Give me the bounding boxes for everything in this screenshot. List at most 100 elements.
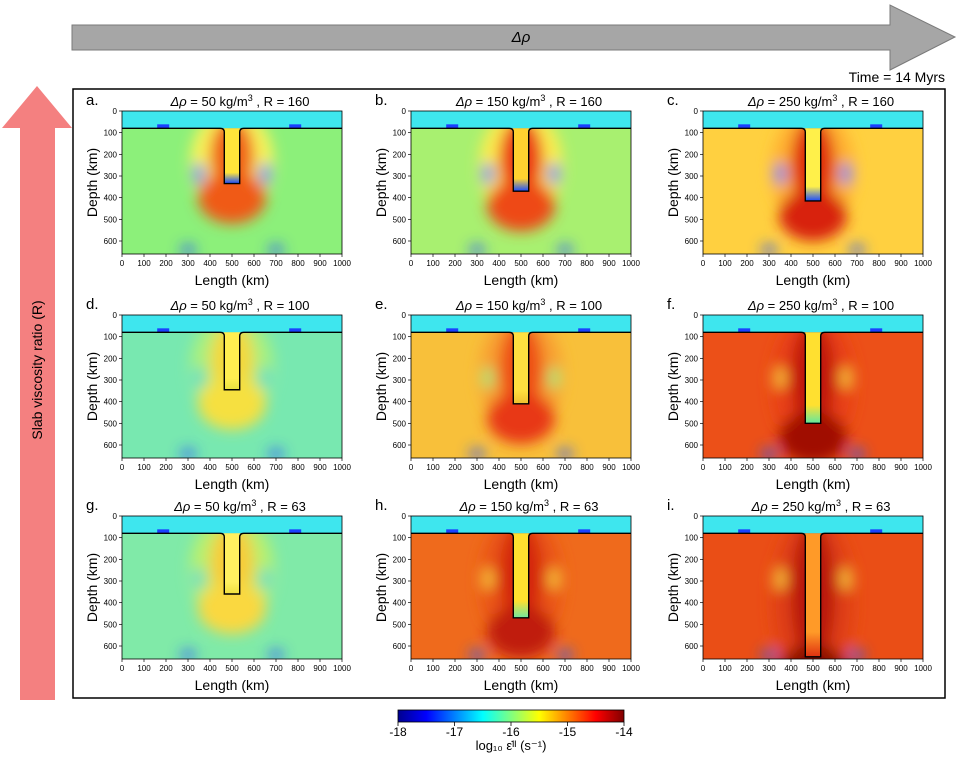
colorbar-tick-label: -15 (559, 725, 577, 739)
lith-low-spot (446, 529, 459, 534)
bottom-right-spot (269, 650, 283, 659)
bottom-right-spot (558, 650, 572, 659)
lith-low-spot (578, 328, 591, 333)
y-tick-label: 100 (104, 333, 118, 342)
lith-low-spot (157, 124, 170, 129)
y-tick-label: 100 (104, 129, 118, 138)
x-tick-label: 300 (181, 259, 195, 268)
bottom-right-spot (850, 449, 864, 458)
left-low-strain-spot (483, 162, 493, 185)
y-tick-label: 100 (393, 333, 407, 342)
y-tick-label: 600 (104, 642, 118, 651)
right-low-strain-spot (260, 366, 270, 389)
lithosphere-band (122, 111, 342, 129)
panel-title: Δρ = 150 kg/m3 , R = 160 (455, 93, 602, 109)
x-tick-label: 200 (448, 664, 462, 673)
strain-rate-field (703, 315, 923, 458)
y-tick-label: 100 (393, 129, 407, 138)
x-tick-label: 100 (718, 664, 732, 673)
title-r-value: , R = 100 (545, 298, 602, 313)
panel-c: 0 100 200 300 400 500 600 700 800 900 1000 0 100 200 3… (665, 92, 932, 288)
x-tick-label: 300 (762, 664, 776, 673)
panel-letter: e. (375, 296, 388, 313)
right-low-strain-spot (549, 567, 559, 590)
y-axis-label: Depth (km) (373, 148, 389, 217)
x-tick-label: 100 (137, 259, 151, 268)
title-unit-exponent: 3 (251, 498, 256, 508)
y-tick-label: 300 (393, 577, 407, 586)
title-r-value: , R = 63 (256, 499, 306, 514)
panel-title: Δρ = 250 kg/m3 , R = 160 (747, 93, 894, 109)
right-low-strain-spot (260, 162, 270, 185)
panels-frame (72, 88, 946, 699)
y-axis-label: Depth (km) (84, 352, 100, 421)
x-tick-label: 600 (247, 463, 261, 472)
panel-letter: i. (667, 497, 675, 514)
viscosity-arrow-shape (2, 86, 72, 700)
y-tick-label: 300 (685, 577, 699, 586)
slab-interior (805, 533, 821, 657)
x-tick-label: 800 (872, 664, 886, 673)
y-tick-label: 0 (113, 512, 118, 521)
x-tick-label: 100 (137, 664, 151, 673)
panel-a: 0 100 200 300 400 500 600 700 800 900 1000 0 100 200 3… (84, 92, 351, 288)
panel-title: Δρ = 50 kg/m3 , R = 160 (170, 93, 310, 109)
x-tick-label: 200 (740, 259, 754, 268)
left-low-strain-spot (194, 162, 204, 185)
x-tick-label: 300 (470, 463, 484, 472)
x-tick-label: 200 (448, 463, 462, 472)
title-drho-symbol: Δρ (455, 94, 473, 109)
left-low-strain-spot (775, 366, 785, 389)
slab-tip-zone (487, 391, 555, 444)
colorbar-ticks: -18 -17 -16 -15 -14 (389, 722, 633, 739)
y-tick-label: 500 (685, 620, 699, 629)
y-tick-label: 200 (685, 150, 699, 159)
x-tick-label: 700 (269, 664, 283, 673)
title-drho-value: = 150 kg/m (472, 298, 540, 313)
y-tick-label: 500 (104, 215, 118, 224)
slab-interior (805, 332, 821, 424)
x-axis-label: Length (km) (484, 677, 559, 693)
panel-title: Δρ = 250 kg/m3 , R = 63 (751, 498, 891, 514)
title-r-value: , R = 160 (545, 94, 602, 109)
y-tick-label: 0 (694, 311, 699, 320)
x-tick-label: 900 (313, 259, 327, 268)
x-tick-label: 400 (492, 664, 506, 673)
x-tick-label: 1000 (914, 463, 932, 472)
title-drho-symbol: Δρ (170, 298, 188, 313)
x-tick-label: 100 (426, 259, 440, 268)
x-tick-label: 1000 (333, 664, 351, 673)
bottom-left-spot (181, 650, 195, 659)
slab-outline (122, 127, 342, 185)
y-axis-label: Depth (km) (84, 553, 100, 622)
title-r-value: , R = 100 (837, 298, 894, 313)
bottom-right-spot (850, 650, 864, 659)
y-tick-label: 100 (685, 534, 699, 543)
x-tick-label: 700 (850, 259, 864, 268)
left-low-strain-spot (483, 366, 493, 389)
panel-letter: c. (667, 92, 679, 109)
strain-rate-field (122, 111, 342, 254)
y-tick-label: 500 (393, 419, 407, 428)
x-tick-label: 400 (492, 463, 506, 472)
x-axis-label: Length (km) (195, 272, 270, 288)
slab-tip-zone (779, 411, 847, 458)
x-tick-label: 400 (203, 259, 217, 268)
y-tick-label: 300 (393, 172, 407, 181)
slab-outline (703, 331, 923, 425)
x-tick-label: 500 (225, 463, 239, 472)
lithosphere-band (122, 315, 342, 333)
x-tick-label: 600 (247, 664, 261, 673)
viscosity-arrow: Slab viscosity ratio (R) (2, 86, 72, 700)
title-r-value: , R = 63 (841, 499, 891, 514)
slab-outline (703, 127, 923, 202)
y-tick-label: 0 (113, 311, 118, 320)
right-low-strain-spot (260, 567, 270, 590)
x-tick-label: 800 (580, 259, 594, 268)
x-tick-label: 0 (120, 463, 125, 472)
panel-letter: d. (86, 296, 99, 313)
bottom-left-spot (181, 245, 195, 254)
bottom-right-spot (269, 449, 283, 458)
bottom-right-spot (850, 245, 864, 254)
x-tick-label: 500 (225, 259, 239, 268)
